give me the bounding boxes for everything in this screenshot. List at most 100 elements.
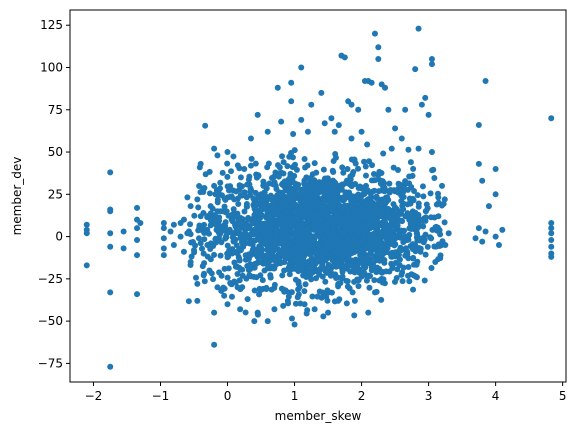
data-point [405, 264, 412, 271]
data-point [278, 238, 285, 245]
data-point [492, 191, 499, 198]
data-point [224, 173, 231, 180]
data-point [259, 239, 266, 246]
data-point [264, 228, 271, 235]
data-point [397, 183, 404, 190]
data-point [211, 145, 218, 152]
data-point [200, 250, 207, 257]
data-point [354, 231, 361, 238]
data-point [199, 245, 205, 252]
data-point [308, 101, 315, 108]
data-point [207, 256, 214, 263]
y-axis-label: member_dev [10, 157, 24, 236]
data-point [280, 170, 287, 177]
x-tick-label: 3 [425, 389, 433, 403]
data-point [271, 265, 278, 272]
data-point [548, 236, 555, 243]
data-point [107, 363, 114, 370]
x-tick-label: 5 [559, 389, 567, 403]
data-point [202, 171, 209, 178]
data-point [388, 145, 395, 152]
data-point [382, 234, 389, 241]
data-point [286, 271, 293, 278]
data-point [263, 206, 270, 213]
data-point [303, 245, 310, 252]
data-point [187, 203, 194, 210]
data-point [217, 179, 224, 186]
data-point [394, 222, 401, 229]
data-point [425, 111, 432, 118]
data-point [278, 118, 285, 125]
data-point [270, 202, 277, 209]
data-point [202, 122, 209, 129]
data-point [120, 245, 127, 252]
data-point [445, 230, 452, 237]
data-point [336, 229, 343, 236]
data-point [296, 283, 303, 290]
data-point [344, 166, 351, 173]
data-point [375, 44, 382, 51]
data-point [421, 277, 428, 284]
data-point [403, 180, 410, 187]
data-point [420, 239, 427, 246]
data-point [279, 212, 286, 219]
data-point [197, 213, 204, 220]
data-point [249, 220, 256, 227]
data-point [298, 116, 305, 123]
data-point [194, 297, 201, 304]
x-tick-label: −2 [85, 389, 103, 403]
data-point [252, 226, 259, 233]
data-point [290, 130, 297, 137]
data-point [351, 297, 358, 304]
data-point [340, 263, 347, 270]
y-tick-label: 75 [48, 103, 63, 117]
x-axis-ticks: −2 −1 0 1 2 3 4 5 [85, 382, 567, 403]
data-point [392, 125, 399, 132]
data-point [170, 242, 177, 249]
data-point [409, 221, 416, 228]
y-tick-label: 125 [40, 18, 63, 32]
data-point [352, 160, 359, 167]
data-point [378, 296, 385, 303]
data-point [83, 262, 90, 269]
data-point [219, 169, 226, 176]
data-point [381, 197, 388, 204]
data-point [264, 318, 271, 325]
data-point [266, 257, 273, 264]
data-point [195, 235, 202, 242]
data-point [384, 211, 391, 218]
data-point [371, 30, 378, 37]
data-point [257, 253, 264, 260]
data-point [378, 275, 385, 282]
data-point [393, 275, 400, 281]
data-point [211, 341, 218, 348]
data-point [271, 306, 278, 313]
data-point [220, 222, 227, 229]
data-point [334, 211, 341, 218]
data-point [245, 214, 252, 221]
data-point [404, 213, 411, 220]
data-point [214, 152, 221, 159]
data-point [236, 257, 243, 264]
data-point [388, 214, 395, 221]
data-point [389, 262, 396, 269]
x-tick-label: 2 [358, 389, 366, 403]
data-point [485, 203, 492, 210]
data-point [301, 234, 308, 241]
data-point [344, 234, 351, 241]
data-point [392, 204, 399, 211]
data-point [301, 301, 308, 308]
data-point [355, 268, 362, 275]
data-point [230, 238, 237, 245]
data-point [188, 253, 195, 260]
data-point [296, 230, 303, 237]
data-point [355, 283, 362, 290]
data-point [288, 98, 295, 105]
data-point [211, 309, 218, 316]
data-point [415, 203, 422, 210]
data-point [378, 245, 385, 252]
data-point [415, 25, 422, 32]
data-point [320, 313, 327, 320]
data-point [221, 285, 228, 292]
data-point [381, 259, 388, 266]
